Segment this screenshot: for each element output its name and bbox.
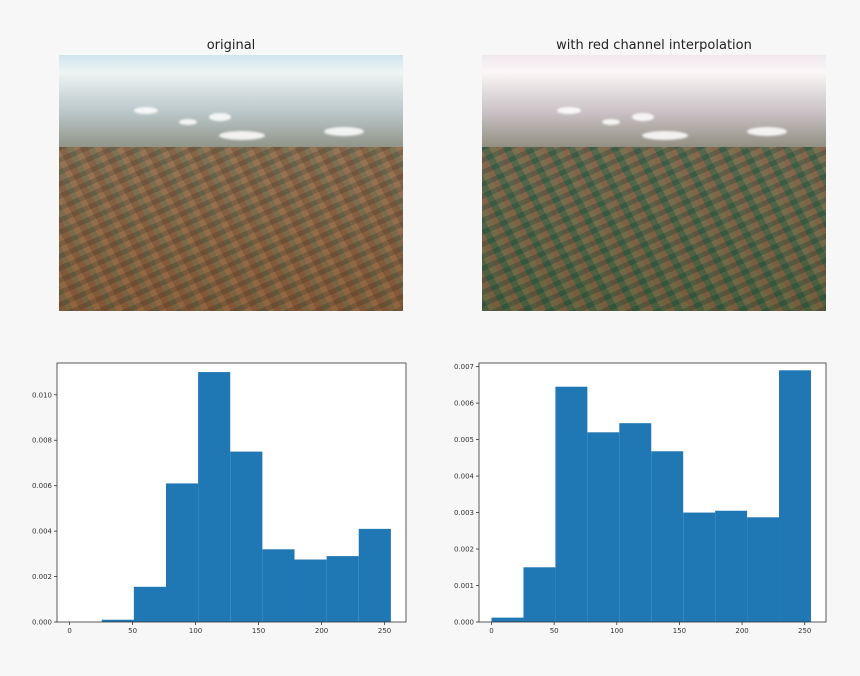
y-tick-label: 0.000 (454, 619, 474, 627)
y-tick-label: 0.008 (32, 437, 52, 445)
y-tick-label: 0.002 (454, 546, 474, 554)
histogram-bar (165, 483, 199, 622)
histogram-bar (523, 567, 556, 622)
histogram-bar (326, 556, 359, 622)
histogram-bar (133, 586, 166, 622)
histogram-bar (101, 619, 134, 622)
histogram-bar (619, 423, 652, 622)
y-tick-label: 0.005 (454, 436, 474, 444)
x-tick-label: 250 (378, 627, 391, 635)
histogram-bar (715, 510, 748, 622)
histogram-bar (683, 512, 716, 622)
histogram-bar (230, 451, 263, 622)
y-tick-label: 0.003 (454, 509, 474, 517)
histogram-bar (779, 370, 811, 622)
x-tick-label: 0 (67, 627, 71, 635)
y-tick-label: 0.007 (454, 363, 474, 371)
x-tick-label: 100 (610, 627, 623, 635)
y-tick-label: 0.002 (32, 573, 52, 581)
histogram-bar (262, 549, 295, 622)
x-tick-label: 200 (315, 627, 328, 635)
title-original: original (206, 38, 256, 53)
y-tick-label: 0.004 (32, 528, 53, 536)
original-photo (59, 55, 403, 311)
histogram-bar (294, 559, 327, 622)
x-tick-label: 150 (252, 627, 265, 635)
y-tick-label: 0.010 (32, 391, 52, 399)
y-tick-label: 0.004 (454, 473, 475, 481)
histogram-bar (747, 517, 780, 622)
histogram-bar (358, 528, 391, 622)
y-tick-label: 0.006 (454, 400, 475, 408)
axes-frame (56, 362, 407, 623)
x-tick-label: 100 (189, 627, 202, 635)
x-tick-label: 50 (550, 627, 559, 635)
axes-frame (478, 362, 827, 623)
histogram-bar (651, 451, 684, 622)
x-tick-label: 200 (735, 627, 748, 635)
histogram-bar (555, 386, 588, 622)
histogram-bar (491, 617, 524, 622)
y-tick-label: 0.001 (454, 582, 474, 590)
x-tick-label: 150 (673, 627, 686, 635)
x-tick-label: 0 (489, 627, 493, 635)
y-tick-label: 0.000 (32, 619, 52, 627)
y-tick-label: 0.006 (32, 482, 53, 490)
x-tick-label: 50 (128, 627, 137, 635)
histogram-bar (587, 432, 620, 622)
title-interpolated: with red channel interpolation (556, 38, 752, 53)
x-tick-label: 250 (798, 627, 811, 635)
histogram-bar (198, 372, 231, 622)
interpolated-photo (482, 55, 826, 311)
